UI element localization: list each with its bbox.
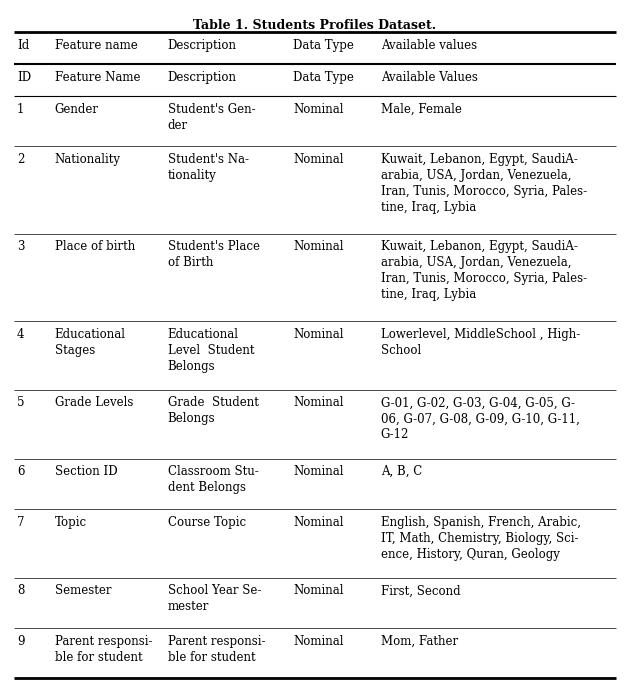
Text: Nominal: Nominal (293, 240, 344, 253)
Text: 1: 1 (17, 103, 24, 116)
Text: Classroom Stu-
dent Belongs: Classroom Stu- dent Belongs (168, 465, 259, 494)
Text: Educational
Level  Student
Belongs: Educational Level Student Belongs (168, 327, 254, 373)
Text: 7: 7 (17, 515, 24, 528)
Text: English, Spanish, French, Arabic,
IT, Math, Chemistry, Biology, Sci-
ence, Histo: English, Spanish, French, Arabic, IT, Ma… (381, 515, 580, 561)
Text: Lowerlevel, MiddleSchool , High-
School: Lowerlevel, MiddleSchool , High- School (381, 327, 580, 356)
Text: 4: 4 (17, 327, 24, 341)
Text: Mom, Father: Mom, Father (381, 635, 458, 647)
Text: Grade  Student
Belongs: Grade Student Belongs (168, 396, 259, 425)
Text: Data Type: Data Type (293, 71, 354, 84)
Text: 6: 6 (17, 465, 24, 478)
Text: School Year Se-
mester: School Year Se- mester (168, 584, 261, 614)
Text: Feature Name: Feature Name (54, 71, 140, 84)
Text: Gender: Gender (54, 103, 99, 116)
Text: Kuwait, Lebanon, Egypt, SaudiA-
arabia, USA, Jordan, Venezuela,
Iran, Tunis, Mor: Kuwait, Lebanon, Egypt, SaudiA- arabia, … (381, 240, 587, 301)
Text: First, Second: First, Second (381, 584, 460, 597)
Text: 8: 8 (17, 584, 24, 597)
Text: Data Type: Data Type (293, 39, 354, 52)
Text: Nominal: Nominal (293, 153, 344, 166)
Text: Educational
Stages: Educational Stages (54, 327, 125, 356)
Text: Student's Gen-
der: Student's Gen- der (168, 103, 255, 131)
Text: Nominal: Nominal (293, 327, 344, 341)
Text: Available values: Available values (381, 39, 477, 52)
Text: Nominal: Nominal (293, 396, 344, 409)
Text: Nominal: Nominal (293, 515, 344, 528)
Text: Grade Levels: Grade Levels (54, 396, 133, 409)
Text: Nominal: Nominal (293, 103, 344, 116)
Text: Id: Id (17, 39, 29, 52)
Text: G-01, G-02, G-03, G-04, G-05, G-
06, G-07, G-08, G-09, G-10, G-11,
G-12: G-01, G-02, G-03, G-04, G-05, G- 06, G-0… (381, 396, 580, 442)
Text: Student's Place
of Birth: Student's Place of Birth (168, 240, 260, 269)
Text: Kuwait, Lebanon, Egypt, SaudiA-
arabia, USA, Jordan, Venezuela,
Iran, Tunis, Mor: Kuwait, Lebanon, Egypt, SaudiA- arabia, … (381, 153, 587, 214)
Text: Section ID: Section ID (54, 465, 117, 478)
Text: 9: 9 (17, 635, 24, 647)
Text: Topic: Topic (54, 515, 87, 528)
Text: Nationality: Nationality (54, 153, 121, 166)
Text: A, B, C: A, B, C (381, 465, 422, 478)
Text: Nominal: Nominal (293, 635, 344, 647)
Text: Course Topic: Course Topic (168, 515, 246, 528)
Text: Student's Na-
tionality: Student's Na- tionality (168, 153, 248, 182)
Text: Semester: Semester (54, 584, 111, 597)
Text: Available Values: Available Values (381, 71, 477, 84)
Text: Feature name: Feature name (54, 39, 138, 52)
Text: Place of birth: Place of birth (54, 240, 135, 253)
Text: 3: 3 (17, 240, 24, 253)
Text: Parent responsi-
ble for student: Parent responsi- ble for student (168, 635, 265, 664)
Text: Parent responsi-
ble for student: Parent responsi- ble for student (54, 635, 152, 664)
Text: Nominal: Nominal (293, 465, 344, 478)
Text: 5: 5 (17, 396, 24, 409)
Text: 2: 2 (17, 153, 24, 166)
Text: Description: Description (168, 39, 237, 52)
Text: Description: Description (168, 71, 237, 84)
Text: Table 1. Students Profiles Dataset.: Table 1. Students Profiles Dataset. (193, 19, 436, 32)
Text: ID: ID (17, 71, 31, 84)
Text: Male, Female: Male, Female (381, 103, 461, 116)
Text: Nominal: Nominal (293, 584, 344, 597)
